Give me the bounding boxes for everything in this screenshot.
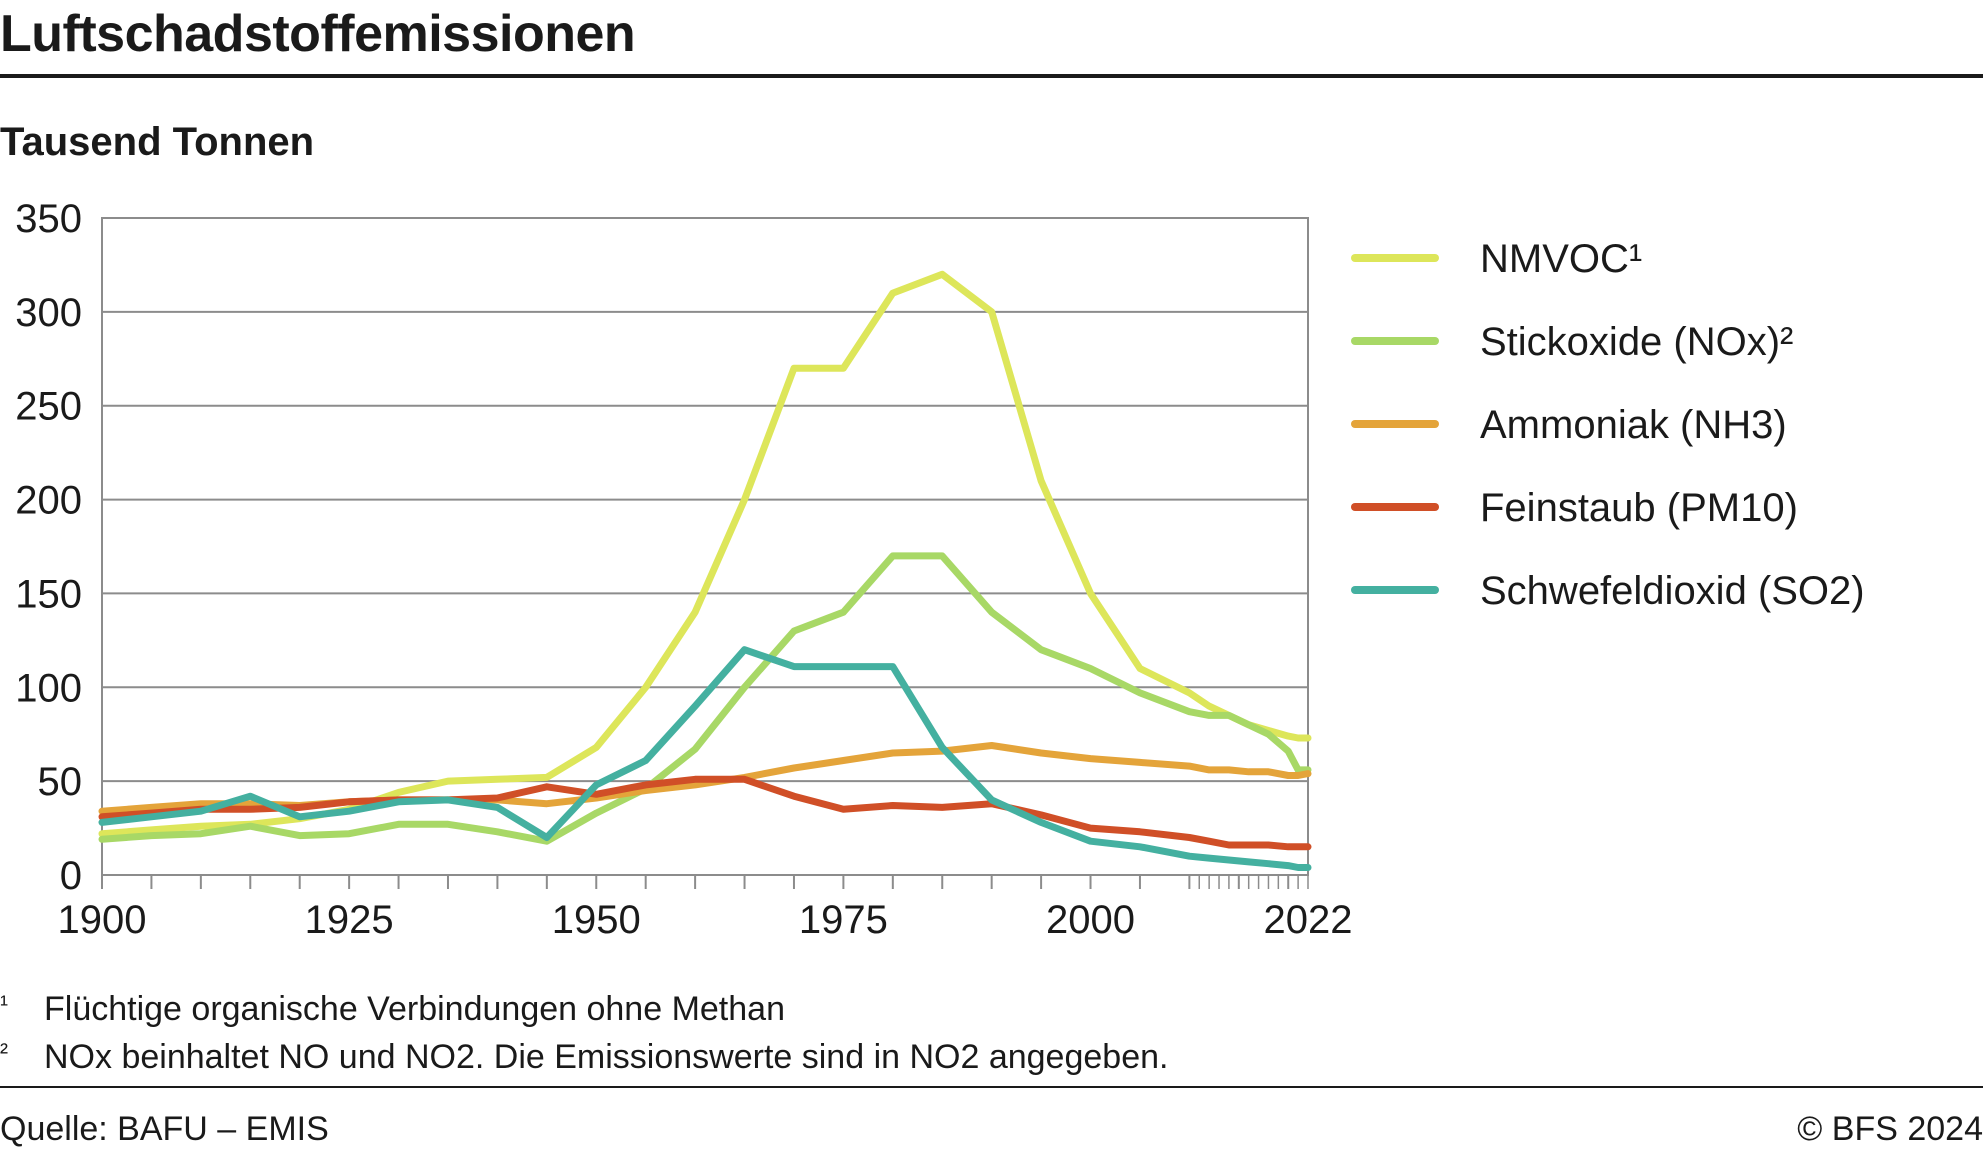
y-tick-label: 300 bbox=[15, 291, 82, 335]
footnote-text: Flüchtige organische Verbindungen ohne M… bbox=[44, 990, 785, 1028]
series-line bbox=[98, 270, 1312, 838]
y-tick-label: 50 bbox=[38, 760, 83, 804]
y-tick-label: 350 bbox=[15, 197, 82, 241]
line-chart: 0 50 100 150 200 250 300 350 1900 1925 1950 1975 200… bbox=[15, 197, 1865, 942]
legend-label: Stickoxide (NOx)² bbox=[1480, 320, 1793, 364]
series-line bbox=[98, 552, 1312, 845]
footnote-text: NOx beinhaltet NO und NO2. Die Emissions… bbox=[44, 1038, 1169, 1076]
footnotes: ¹ Flüchtige organische Verbindungen ohne… bbox=[0, 985, 1168, 1081]
title-rule bbox=[0, 74, 1983, 78]
x-tick-label: 2000 bbox=[1046, 898, 1135, 942]
unit-label: Tausend Tonnen bbox=[0, 120, 315, 164]
footnote-mark: ¹ bbox=[0, 991, 8, 1018]
x-tick-label: 2022 bbox=[1264, 898, 1353, 942]
y-tick-label: 100 bbox=[15, 666, 82, 710]
source-label: Quelle: BAFU – EMIS bbox=[0, 1110, 329, 1148]
footer-rule bbox=[0, 1086, 1983, 1088]
y-tick-label: 0 bbox=[60, 854, 82, 898]
x-tick-label: 1950 bbox=[552, 898, 641, 942]
footnote-2: ² NOx beinhaltet NO und NO2. Die Emissio… bbox=[0, 1033, 1168, 1081]
footnote-mark: ² bbox=[0, 1039, 8, 1066]
series-line bbox=[98, 775, 1312, 851]
legend-label: Feinstaub (PM10) bbox=[1480, 486, 1798, 530]
series-line bbox=[98, 646, 1312, 871]
y-tick-label: 200 bbox=[15, 479, 82, 523]
chart-title: Luftschadstoffemissionen bbox=[0, 5, 636, 63]
footnote-1: ¹ Flüchtige organische Verbindungen ohne… bbox=[0, 985, 1168, 1033]
y-tick-label: 150 bbox=[15, 572, 82, 616]
legend-label: Schwefeldioxid (SO2) bbox=[1480, 569, 1865, 613]
legend-label: Ammoniak (NH3) bbox=[1480, 403, 1787, 447]
y-tick-label: 250 bbox=[15, 385, 82, 429]
plot-frame bbox=[101, 217, 1309, 876]
copyright-label: © BFS 2024 bbox=[1797, 1110, 1983, 1148]
x-tick-label: 1900 bbox=[58, 898, 147, 942]
x-tick-label: 1975 bbox=[799, 898, 888, 942]
legend-label: NMVOC¹ bbox=[1480, 237, 1642, 281]
x-tick-label: 1925 bbox=[305, 898, 394, 942]
